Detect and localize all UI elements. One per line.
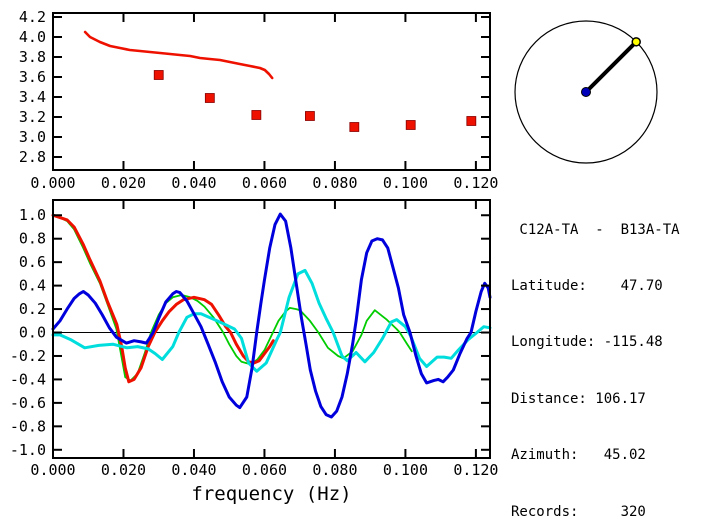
azimuth-circle (514, 20, 658, 164)
y-tick-label: 3.4 (19, 88, 46, 106)
x-tick-label: 0.060 (242, 461, 287, 479)
x-tick-label: 0.020 (101, 174, 146, 192)
top-plot-frame (52, 12, 491, 171)
station-pair-title: C12A-TA - B13A-TA (511, 221, 680, 238)
measured-phase-velocity-points-marker (153, 70, 164, 80)
x-tick-label: 0.000 (30, 461, 75, 479)
x-tick-label: 0.040 (171, 174, 216, 192)
y-tick-label: 3.6 (19, 68, 46, 86)
y-tick-label: 3.0 (19, 128, 46, 146)
y-tick-label: -0.6 (10, 394, 46, 412)
y-tick-label: 1.0 (19, 206, 46, 224)
x-axis-title: frequency (Hz) (191, 483, 351, 505)
measured-phase-velocity-points-marker (349, 122, 360, 132)
y-tick-label: 2.8 (19, 148, 46, 166)
y-tick-label: 0.4 (19, 277, 46, 295)
x-tick-label: 0.120 (453, 174, 498, 192)
latitude-row: Latitude: 47.70 (511, 277, 663, 294)
y-tick-label: -1.0 (10, 441, 46, 459)
x-tick-label: 0.100 (383, 461, 428, 479)
x-tick-label: 0.120 (453, 461, 498, 479)
y-tick-label: 3.2 (19, 108, 46, 126)
azimuth-line (584, 40, 638, 94)
measured-phase-velocity-points-marker (466, 116, 477, 126)
station-center-dot (581, 87, 591, 97)
y-tick-label: 4.2 (19, 8, 46, 26)
y-tick-label: 0.0 (19, 324, 46, 342)
station-azimuth-dot (631, 37, 641, 47)
x-tick-label: 0.080 (312, 461, 357, 479)
x-tick-label: 0.100 (383, 174, 428, 192)
y-tick-label: -0.2 (10, 347, 46, 365)
y-tick-label: 0.2 (19, 300, 46, 318)
measured-phase-velocity-points-marker (204, 93, 215, 103)
station-info-block: C12A-TA - B13A-TA Latitude: 47.70 Longit… (511, 183, 680, 519)
y-tick-label: -0.4 (10, 370, 46, 388)
azimuth-row: Azimuth: 45.02 (511, 447, 646, 464)
y-tick-label: 3.8 (19, 48, 46, 66)
distance-row: Distance: 106.17 (511, 390, 646, 407)
y-tick-label: 4.0 (19, 28, 46, 46)
y-tick-label: -0.8 (10, 417, 46, 435)
measured-phase-velocity-points-marker (251, 110, 262, 120)
x-tick-label: 0.020 (101, 461, 146, 479)
y-tick-label: 0.8 (19, 230, 46, 248)
bottom-plot-frame (52, 199, 491, 459)
x-tick-label: 0.060 (242, 174, 287, 192)
measured-phase-velocity-points-marker (405, 120, 416, 130)
x-tick-label: 0.040 (171, 461, 216, 479)
y-tick-label: 0.6 (19, 253, 46, 271)
longitude-row: Longitude: -115.48 (511, 334, 663, 351)
x-tick-label: 0.080 (312, 174, 357, 192)
measured-phase-velocity-points-marker (305, 111, 315, 121)
correlation-cyan-curve (51, 268, 492, 373)
x-tick-label: 0.000 (30, 174, 75, 192)
records-row: Records: 320 (511, 503, 646, 519)
correlation-blue-curve (51, 212, 492, 419)
reference-dispersion-curve-curve (83, 30, 274, 80)
